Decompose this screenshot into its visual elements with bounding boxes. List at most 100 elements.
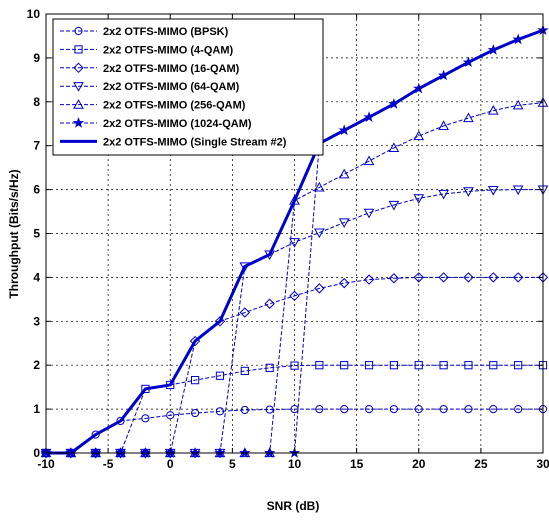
marker-diamond (289, 290, 300, 302)
legend-entry-1: 2x2 OTFS-MIMO (4-QAM) (60, 44, 234, 56)
marker-diamond (388, 273, 400, 284)
legend-entry-4: 2x2 OTFS-MIMO (256-QAM) (60, 99, 246, 112)
marker-triangle-up (388, 142, 400, 152)
grid (46, 14, 543, 453)
marker-circle (74, 26, 83, 36)
y-tick-label: 4 (33, 270, 40, 284)
legend-entry-5: 2x2 OTFS-MIMO (1024-QAM) (60, 117, 252, 130)
marker-triangle-down (338, 218, 350, 229)
legend-label: 2x2 OTFS-MIMO (16-QAM) (103, 63, 240, 75)
marker-triangle-down (413, 194, 425, 204)
marker-triangle-down (512, 185, 524, 196)
marker-square (389, 361, 398, 370)
x-tick-label: 15 (350, 457, 364, 471)
marker-circle (91, 430, 100, 439)
marker-square (464, 361, 473, 370)
x-tick-label: 20 (412, 457, 426, 471)
marker-triangle-up (463, 112, 474, 123)
marker-square (290, 361, 299, 370)
tick-labels: -10 -5 0 5 10 15 20 25 30 0 1 2 3 4 5 6 7 8 9 10 (27, 7, 549, 471)
legend-label: 2x2 OTFS-MIMO (BPSK) (103, 26, 229, 38)
marker-circle (166, 411, 175, 420)
y-tick-label: 0 (33, 446, 40, 460)
y-tick-label: 3 (33, 314, 40, 328)
marker-triangle-down (73, 82, 84, 92)
marker-diamond (214, 316, 226, 327)
series-line (46, 189, 543, 454)
legend-label: 2x2 OTFS-MIMO (256-QAM) (103, 100, 246, 112)
marker-triangle-up (413, 130, 425, 141)
series-0 (41, 405, 548, 458)
y-tick-label: 2 (33, 358, 40, 372)
series-6 (46, 28, 544, 455)
marker-diamond (264, 298, 275, 309)
marker-triangle-up (338, 168, 350, 179)
legend-entry-6: 2x2 OTFS-MIMO (Single Stream #2) (60, 136, 287, 148)
marker-diamond (338, 277, 350, 289)
marker-circle (340, 405, 349, 414)
marker-triangle-up (73, 99, 84, 109)
legend-label: 2x2 OTFS-MIMO (4-QAM) (103, 44, 234, 56)
marker-circle (141, 414, 150, 423)
marker-square (514, 361, 523, 370)
marker-diamond (73, 62, 84, 74)
marker-triangle-down (487, 185, 499, 196)
marker-square (191, 376, 200, 385)
series-line (46, 408, 543, 454)
marker-square (240, 366, 249, 376)
marker-triangle-down (438, 189, 449, 200)
legend: 2x2 OTFS-MIMO (BPSK) 2x2 OTFS-MIMO (4-QAM… (52, 18, 324, 156)
marker-circle (389, 405, 398, 414)
x-tick-label: 25 (474, 457, 488, 471)
marker-triangle-up (512, 99, 524, 110)
marker-diamond (239, 307, 251, 318)
marker-diamond (488, 272, 499, 283)
legend-entry-0: 2x2 OTFS-MIMO (BPSK) (60, 26, 229, 38)
axes-frame (45, 13, 544, 454)
marker-square (439, 361, 448, 370)
marker-triangle-up (314, 181, 325, 192)
x-tick-label: -10 (37, 457, 55, 471)
y-tick-label: 7 (33, 139, 40, 153)
marker-triangle-down (314, 228, 325, 239)
y-tick-label: 8 (33, 95, 40, 109)
marker-circle (414, 405, 423, 414)
x-tick-label: 5 (229, 457, 236, 471)
marker-triangle-up (438, 120, 449, 131)
marker-circle (240, 405, 249, 415)
marker-square (265, 363, 274, 372)
marker-circle (464, 405, 473, 414)
legend-label: 2x2 OTFS-MIMO (1024-QAM) (103, 118, 252, 130)
y-tick-label: 5 (33, 227, 40, 241)
x-tick-label: 10 (288, 457, 302, 471)
marker-square (489, 361, 498, 370)
legend-box (52, 18, 324, 156)
marker-circle (265, 405, 274, 414)
marker-triangle-down (388, 200, 400, 211)
x-axis-title: SNR (dB) (267, 499, 320, 513)
legend-entry-2: 2x2 OTFS-MIMO (16-QAM) (60, 62, 240, 75)
marker-triangle-up (363, 155, 375, 166)
marker-square (215, 371, 225, 380)
marker-diamond (438, 272, 449, 283)
marker-diamond (363, 274, 375, 285)
marker-circle (514, 405, 523, 414)
marker-circle (215, 407, 225, 416)
y-tick-label: 9 (33, 51, 40, 65)
x-tick-label: 0 (167, 457, 174, 471)
legend-label: 2x2 OTFS-MIMO (64-QAM) (103, 81, 240, 93)
series-line (46, 364, 543, 454)
marker-square (364, 361, 374, 370)
marker-diamond (463, 272, 474, 283)
series-line (46, 276, 543, 454)
marker-square (74, 45, 83, 54)
series-line (46, 28, 544, 455)
marker-triangle-up (487, 105, 499, 115)
marker-square (315, 361, 324, 370)
y-tick-label: 6 (33, 183, 40, 197)
marker-diamond (314, 283, 325, 294)
y-axis-title: Throughput (Bits/s/Hz) (7, 169, 21, 298)
y-tick-label: 10 (27, 7, 41, 21)
